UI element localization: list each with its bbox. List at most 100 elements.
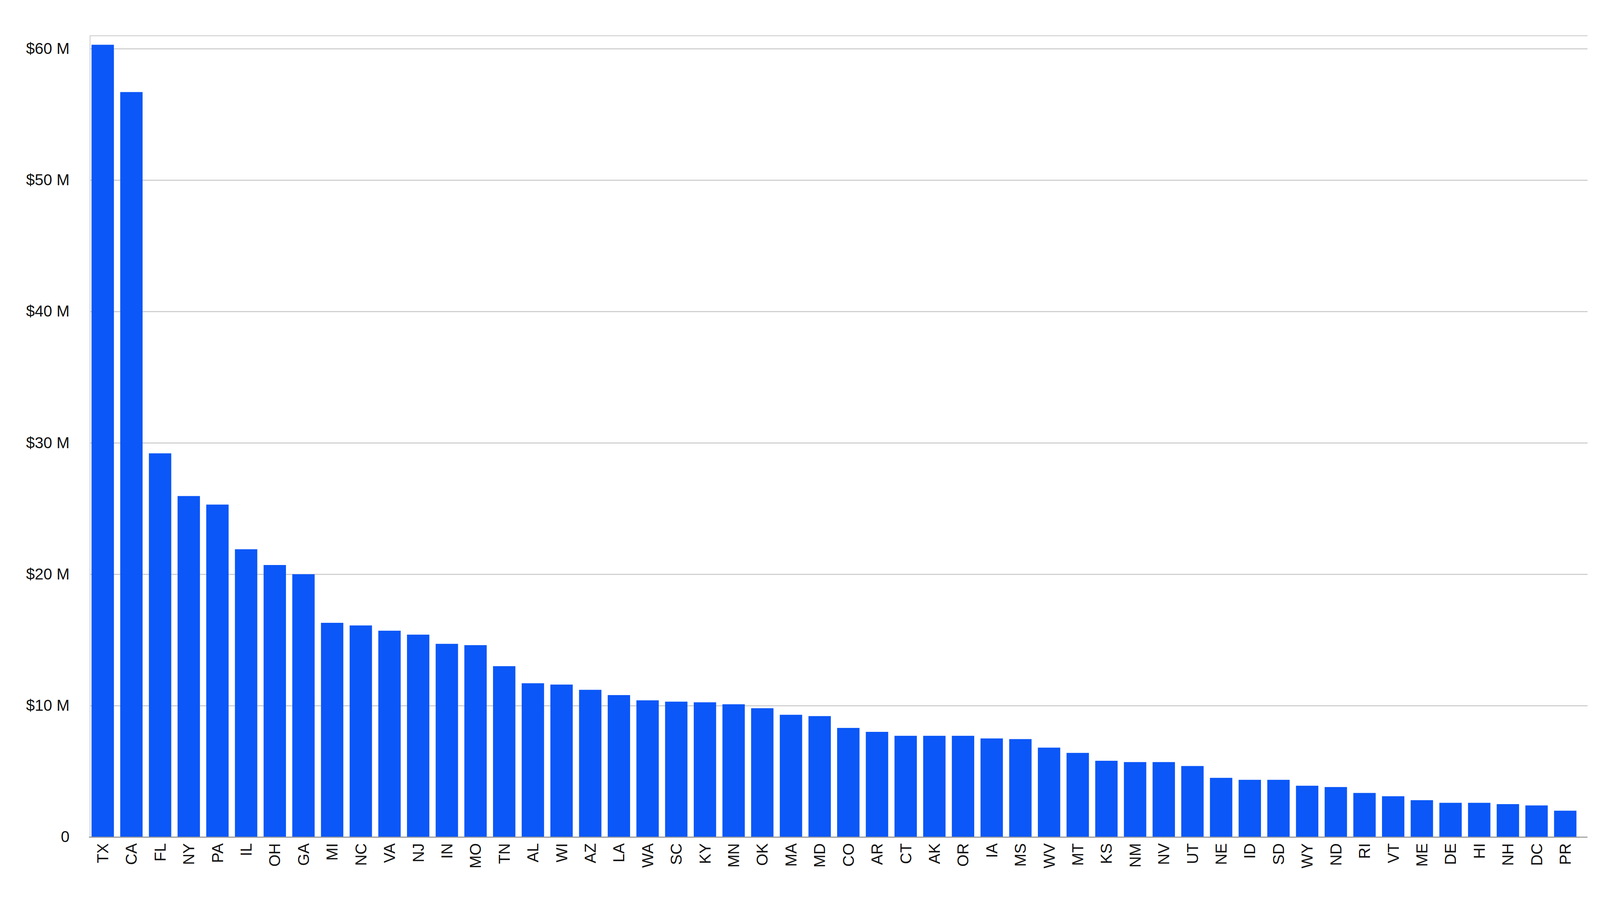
x-tick-label: TX [94,842,112,863]
x-tick-label: HI [1470,842,1488,859]
x-tick: AK [925,836,943,864]
x-tick: WY [1298,836,1316,868]
x-tick-label: WI [553,842,571,863]
y-tick: $50 M [26,171,1588,189]
bars [91,44,1577,837]
x-tick: UT [1183,836,1202,864]
bar [1267,779,1290,837]
x-tick: FL [151,836,169,862]
bar [1553,810,1577,837]
bar [1496,803,1520,837]
x-tick: AR [868,836,886,865]
x-tick-label: MI [323,842,341,861]
bar [1209,777,1233,837]
x-tick: SC [667,836,685,865]
x-tick-label: MA [782,842,800,867]
x-tick: IL [237,836,255,856]
y-tick-label: $40 M [26,302,70,320]
x-tick: WV [1040,836,1058,868]
x-tick: NE [1212,836,1230,865]
x-tick: MS [1011,836,1029,867]
x-tick-label: VT [1384,842,1402,863]
bar [837,727,860,837]
y-tick-label: $30 M [26,433,70,452]
bar [1296,785,1319,837]
x-tick-label: IL [237,842,255,856]
x-tick: TN [495,836,513,864]
x-tick-label: CA [122,842,140,865]
bar [980,738,1003,837]
x-tick-label: NC [352,842,370,866]
x-tick-label: KY [696,842,714,864]
x-tick: VT [1384,836,1402,863]
x-tick: OH [266,836,284,867]
x-tick-label: ME [1413,842,1431,867]
y-tick-label: $50 M [26,171,70,189]
x-tick: DC [1528,836,1546,866]
x-tick: MI [323,836,341,861]
bar [1353,792,1376,837]
bar [1009,739,1032,837]
x-tick-label: AK [925,842,943,865]
x-tick-label: AL [524,842,542,863]
x-axis: TXCAFLNYPAILOHGAMINCVANJINMOTNALWIAZLAWA… [89,836,1580,868]
x-tick: PR [1556,836,1574,865]
x-tick: MD [810,836,829,868]
y-tick: $30 M [26,433,1588,452]
x-tick: LA [610,836,628,863]
bar [435,643,458,837]
x-tick-label: MD [810,842,829,868]
bar [1324,786,1347,837]
bar [464,644,487,837]
x-axis-line [89,836,1580,838]
x-tick-label: NE [1212,842,1230,865]
bar [1037,747,1061,837]
x-tick-label: VA [380,842,399,863]
x-tick-label: PR [1556,842,1574,865]
bar [779,714,802,837]
bar [1467,802,1491,837]
x-tick: CT [897,836,915,864]
x-tick: DE [1441,836,1459,865]
x-tick: IN [438,836,456,859]
x-tick: WA [639,836,657,868]
bar [1123,761,1147,837]
x-tick-label: OR [954,842,972,867]
y-tick-label: $60 M [26,39,70,58]
bar [407,634,430,837]
x-tick: NM [1126,836,1144,868]
x-tick: KS [1097,836,1115,864]
x-tick-label: UT [1183,842,1202,864]
bar [492,666,516,837]
x-tick-label: OH [266,842,284,867]
x-tick: OK [753,836,771,866]
x-tick-label: WA [639,842,657,868]
x-tick-label: MN [725,842,743,868]
x-tick: MO [466,836,484,868]
y-tick-label: 0 [60,827,70,845]
bar [521,683,545,837]
bar [263,564,286,837]
x-tick: KY [696,836,714,864]
y-axis: 0$10 M$20 M$30 M$40 M$50 M$60 M [26,35,1588,846]
x-tick-label: TN [495,842,513,864]
bar [751,707,774,837]
bar [923,735,946,837]
x-tick-label: DE [1441,842,1459,865]
x-tick-label: MT [1069,842,1087,866]
bar [177,495,200,837]
grid-line [89,179,1588,181]
x-tick: NH [1499,836,1517,866]
x-tick-label: PA [208,842,227,863]
bar [349,625,372,837]
x-tick: TX [94,836,112,863]
x-tick: CA [122,836,140,865]
x-tick-label: CO [839,842,858,867]
bar [1382,796,1405,837]
x-tick-label: SD [1269,842,1288,865]
bar [607,694,631,837]
bar [292,574,315,837]
y-tick: $40 M [26,302,1588,320]
bar [1066,752,1089,837]
x-tick-label: AZ [581,842,599,863]
